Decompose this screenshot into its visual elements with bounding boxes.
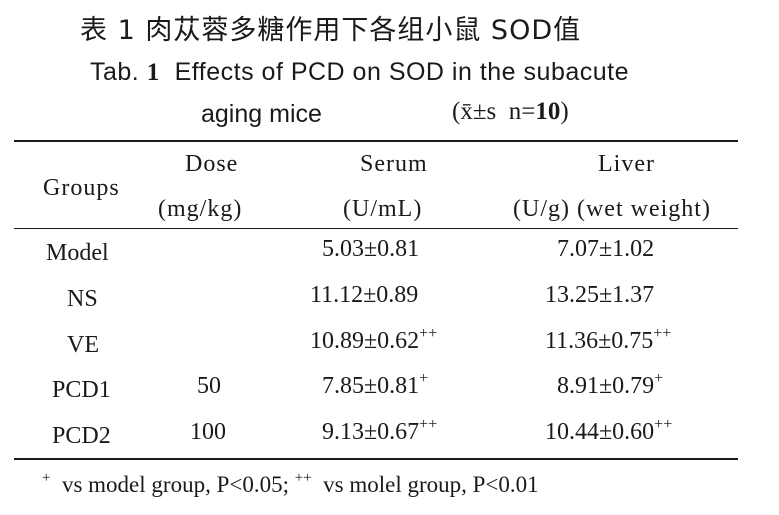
header-serum: Serum bbox=[360, 151, 428, 177]
table-number: 1 bbox=[146, 59, 160, 86]
footnote-text-1: vs model group, P<0.05; bbox=[61, 472, 289, 497]
stat-prefix: (x̄±s bbox=[452, 98, 497, 125]
row-pcd2-serum: 9.13±0.67++ bbox=[322, 416, 438, 446]
table-header-rule bbox=[14, 228, 738, 229]
stat-suffix: ) bbox=[560, 98, 569, 125]
row-pcd1-liver: 8.91±0.79+ bbox=[557, 370, 664, 400]
header-dose: Dose bbox=[185, 151, 239, 177]
row-pcd1-group: PCD1 bbox=[52, 377, 111, 403]
table-bottom-rule bbox=[14, 458, 738, 460]
stat-n-label: n= bbox=[508, 98, 536, 125]
header-groups: Groups bbox=[43, 175, 120, 201]
row-pcd1-serum: 7.85±0.81+ bbox=[322, 370, 429, 400]
footnote-marker-2: ++ bbox=[294, 470, 312, 486]
footnote-text-2: vs molel group, P<0.01 bbox=[323, 472, 539, 497]
row-pcd2-group: PCD2 bbox=[52, 423, 111, 449]
statistic-notation: (x̄±s n=10) bbox=[452, 98, 569, 126]
header-dose-unit: (mg/kg) bbox=[158, 196, 243, 222]
row-ns-group: NS bbox=[67, 286, 98, 312]
table-title-english-line2: aging mice bbox=[201, 100, 322, 128]
row-pcd2-dose: 100 bbox=[190, 419, 226, 445]
table-top-rule bbox=[14, 140, 738, 142]
table-label: Tab. bbox=[90, 58, 140, 86]
row-model-liver: 7.07±1.02 bbox=[557, 236, 655, 262]
row-model-serum: 5.03±0.81 bbox=[322, 236, 420, 262]
row-pcd2-liver: 10.44±0.60++ bbox=[545, 416, 673, 446]
header-liver-unit: (U/g) (wet weight) bbox=[513, 196, 711, 222]
row-ns-serum: 11.12±0.89 bbox=[310, 282, 419, 308]
table-title-text: Effects of PCD on SOD in the subacute bbox=[174, 58, 630, 86]
table-title-english: Tab. 1 Effects of PCD on SOD in the suba… bbox=[90, 58, 629, 87]
row-pcd1-dose: 50 bbox=[197, 373, 221, 399]
stat-n-value: 10 bbox=[535, 98, 561, 125]
table-title-chinese: 表 1 肉苁蓉多糖作用下各组小鼠 SOD值 bbox=[80, 15, 582, 46]
header-liver: Liver bbox=[598, 151, 655, 177]
footnote-marker-1: + bbox=[42, 470, 51, 486]
table-footnote: + vs model group, P<0.05; ++ vs molel gr… bbox=[42, 470, 539, 498]
row-ve-serum: 10.89±0.62++ bbox=[310, 325, 438, 355]
row-ns-liver: 13.25±1.37 bbox=[545, 282, 655, 308]
row-ve-group: VE bbox=[67, 332, 99, 358]
row-ve-liver: 11.36±0.75++ bbox=[545, 325, 672, 355]
row-model-group: Model bbox=[46, 240, 109, 266]
header-serum-unit: (U/mL) bbox=[343, 196, 423, 222]
